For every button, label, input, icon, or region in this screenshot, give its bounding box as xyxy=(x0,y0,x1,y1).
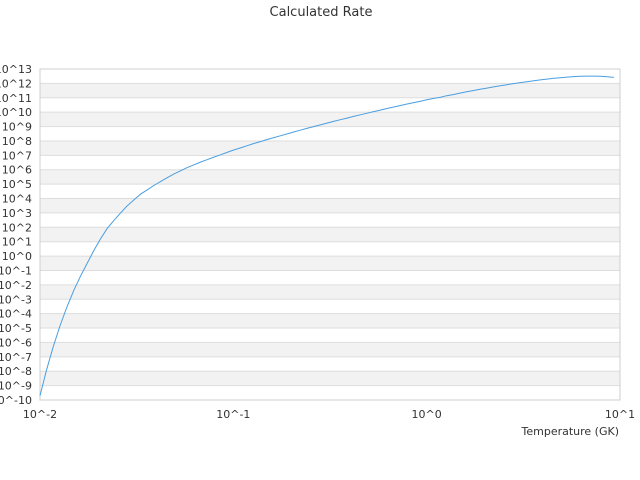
y-tick-label: 10^4 xyxy=(2,193,32,206)
series-layer xyxy=(39,75,614,396)
x-tick-label: 10^-2 xyxy=(23,408,57,421)
grid-band xyxy=(40,83,620,98)
grid-band xyxy=(40,241,620,257)
y-tick-label: 10^-7 xyxy=(0,351,32,364)
grid-band xyxy=(40,112,620,127)
grid-band xyxy=(40,299,620,314)
grid-band xyxy=(40,155,620,170)
x-tick-label: 10^1 xyxy=(605,408,635,421)
y-tick-label: 10^-3 xyxy=(0,293,32,306)
y-tick-label: 10^-5 xyxy=(0,322,32,335)
grid-band xyxy=(40,371,620,386)
y-tick-label: 10^1 xyxy=(2,236,32,249)
y-tick-label: 10^-1 xyxy=(0,264,32,277)
grid-band xyxy=(40,97,620,113)
grid-band xyxy=(40,227,620,242)
y-tick-label: 10^11 xyxy=(0,92,32,105)
grid-bands xyxy=(40,68,620,401)
grid-band xyxy=(40,284,620,300)
y-tick-label: 10^2 xyxy=(2,221,32,234)
grid-band xyxy=(40,256,620,271)
y-tick-label: 10^6 xyxy=(2,164,32,177)
y-tick-label: 10^-4 xyxy=(0,308,32,321)
y-tick-label: 10^13 xyxy=(0,63,32,76)
grid-band xyxy=(40,184,620,199)
grid-band xyxy=(40,126,620,141)
y-tick-label: 10^-6 xyxy=(0,336,32,349)
grid-band xyxy=(40,385,620,400)
y-tick-label: 10^12 xyxy=(0,77,32,90)
x-axis-label: Temperature (GK) xyxy=(521,425,620,438)
grid-band xyxy=(40,212,620,228)
x-tick-label: 10^0 xyxy=(412,408,442,421)
grid-band xyxy=(40,69,620,84)
y-tick-label: 10^5 xyxy=(2,178,32,191)
y-tick-label: 10^-9 xyxy=(0,380,32,393)
y-tick-label: 10^-2 xyxy=(0,279,32,292)
grid-band xyxy=(40,342,620,357)
y-tick-label: 10^3 xyxy=(2,207,32,220)
grid-band xyxy=(40,270,620,285)
y-tick-label: 10^-8 xyxy=(0,365,32,378)
series-line xyxy=(39,75,614,396)
grid-band xyxy=(40,140,620,156)
grid-band xyxy=(40,328,620,343)
grid-band xyxy=(40,169,620,185)
x-axis: 10^-2 10^-1 10^0 10^1 xyxy=(23,408,635,421)
y-tick-label: 10^8 xyxy=(2,135,32,148)
y-tick-label: 10^0 xyxy=(2,250,32,263)
y-tick-label: 10^-10 xyxy=(0,394,32,407)
plot-area xyxy=(39,68,621,401)
chart-title: Calculated Rate xyxy=(270,5,373,20)
grid-band xyxy=(40,356,620,372)
x-tick-label: 10^-1 xyxy=(216,408,250,421)
y-tick-label: 10^7 xyxy=(2,149,32,162)
plot-border xyxy=(39,68,621,401)
grid-band xyxy=(40,198,620,213)
y-tick-label: 10^9 xyxy=(2,121,32,134)
y-tick-label: 10^10 xyxy=(0,106,32,119)
grid-band xyxy=(40,313,620,329)
